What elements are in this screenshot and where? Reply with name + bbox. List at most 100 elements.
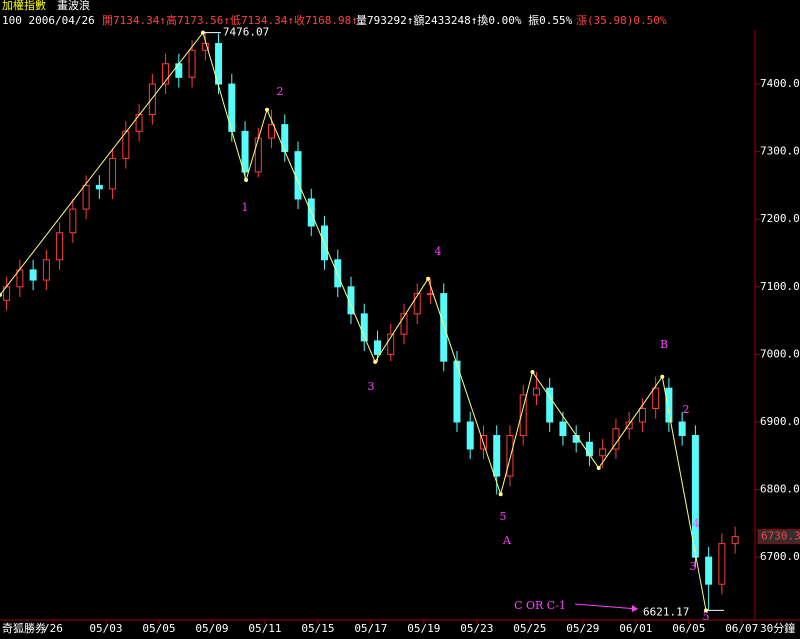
- wave-point: [244, 178, 249, 183]
- candle-body: [599, 448, 607, 457]
- wave-point: [530, 369, 535, 374]
- x-tick-label: /26: [43, 622, 63, 635]
- wave-point: [265, 107, 270, 112]
- wave-annotation: A: [502, 534, 512, 547]
- wave-annotation: 5: [500, 510, 507, 523]
- y-tick-label: 7300.0: [760, 145, 800, 158]
- value-label: 6621.17: [643, 605, 689, 618]
- y-tick-label: 6700.0: [760, 550, 800, 563]
- candle-body: [506, 434, 514, 477]
- candle-body: [638, 407, 646, 423]
- wave-annotation: 4: [693, 517, 700, 530]
- candle-body: [162, 63, 170, 85]
- candle-body: [201, 43, 209, 51]
- candle-body: [268, 124, 276, 139]
- candle-body: [334, 259, 342, 288]
- candle-body: [294, 151, 302, 200]
- candle-body: [546, 387, 554, 423]
- candle-body: [532, 387, 540, 396]
- candle-body: [585, 441, 593, 457]
- candle-body: [69, 208, 77, 234]
- x-tick-label: 05/11: [248, 622, 281, 635]
- candle-body: [95, 184, 103, 190]
- chart-subtitle: 畫波浪: [57, 0, 90, 12]
- candle-body: [426, 293, 434, 296]
- candle-body: [241, 130, 249, 173]
- candle-body: [148, 83, 156, 115]
- candle-body: [453, 360, 461, 423]
- value-label: 7476.07: [223, 26, 269, 39]
- price-info: 開7134.34↑高7173.56↑低7134.34↑收7168.98↑: [102, 13, 358, 27]
- candle-body: [281, 124, 289, 153]
- candle-body: [519, 394, 527, 436]
- candle-body: [559, 421, 567, 436]
- y-tick-label: 7000.0: [760, 347, 800, 360]
- x-tick-label: 06/01: [619, 622, 652, 635]
- x-tick-label: 05/19: [407, 622, 440, 635]
- y-tick-label: 6800.0: [760, 483, 800, 496]
- wave-annotation: B: [660, 338, 668, 351]
- wave-point: [498, 492, 503, 497]
- y-tick-label: 7400.0: [760, 77, 800, 90]
- x-unit: 30分鐘: [760, 621, 795, 635]
- y-tick-label: 7200.0: [760, 212, 800, 225]
- last-price-label: 6730.3: [761, 530, 800, 543]
- candle-body: [705, 556, 713, 585]
- candle-body: [254, 137, 262, 173]
- wave-annotation: 1: [242, 201, 249, 214]
- candle-body: [188, 49, 196, 78]
- x-tick-label: 06/05: [672, 622, 705, 635]
- candle-body: [109, 157, 117, 190]
- candle-body: [625, 421, 633, 430]
- candle-body: [466, 421, 474, 450]
- candle-body: [347, 286, 355, 315]
- x-tick-label: 05/05: [142, 622, 175, 635]
- x-tick-label: 05/25: [513, 622, 546, 635]
- x-tick-label: 05/03: [89, 622, 122, 635]
- x-tick-label: 05/09: [195, 622, 228, 635]
- candle-body: [652, 387, 660, 409]
- candle-body: [29, 269, 37, 281]
- candle-body: [691, 434, 699, 558]
- candle-body: [42, 259, 50, 281]
- chart-title: 加權指數: [2, 0, 46, 12]
- candle-body: [731, 536, 739, 545]
- wave-annotation: C OR C-1: [514, 599, 566, 612]
- candle-body: [215, 43, 223, 85]
- wave-point: [0, 292, 2, 297]
- y-tick-label: 6900.0: [760, 415, 800, 428]
- wave-annotation: 5: [703, 610, 710, 623]
- candle-body: [56, 232, 64, 261]
- candle-body: [360, 313, 368, 342]
- wave-point: [373, 359, 378, 364]
- wave-annotation: 4: [435, 245, 442, 258]
- x-tick-label: 05/23: [460, 622, 493, 635]
- symbol-date: 100 2006/04/26: [2, 14, 95, 27]
- x-tick-label: 05/17: [354, 622, 387, 635]
- arrow-head: [632, 605, 638, 612]
- candle-body: [718, 543, 726, 585]
- wave-annotation: 2: [683, 403, 690, 416]
- wave-annotation: 3: [368, 380, 375, 393]
- candle-body: [493, 434, 501, 477]
- wave-point: [426, 276, 431, 281]
- candle-body: [135, 113, 143, 132]
- x-tick-label: 05/29: [566, 622, 599, 635]
- wave-annotation: 2: [277, 85, 284, 98]
- change-info: 漲(35.98)0.50%: [576, 14, 667, 27]
- candle-body: [374, 340, 381, 355]
- candle-body: [678, 421, 686, 436]
- candle-body: [400, 313, 408, 335]
- volume-info: 量793292↑額2433248↑換0.00% 振0.55%: [356, 13, 573, 27]
- y-tick-label: 7100.0: [760, 280, 800, 293]
- wave-annotation: 3: [690, 560, 697, 573]
- candle-body: [440, 293, 448, 362]
- last-price-box: [757, 529, 800, 545]
- x-tick-label: 05/15: [301, 622, 334, 635]
- wave-point: [660, 374, 665, 379]
- candle-body: [387, 333, 395, 355]
- arrow: [574, 603, 639, 610]
- software-name: 奇狐勝券: [2, 621, 46, 635]
